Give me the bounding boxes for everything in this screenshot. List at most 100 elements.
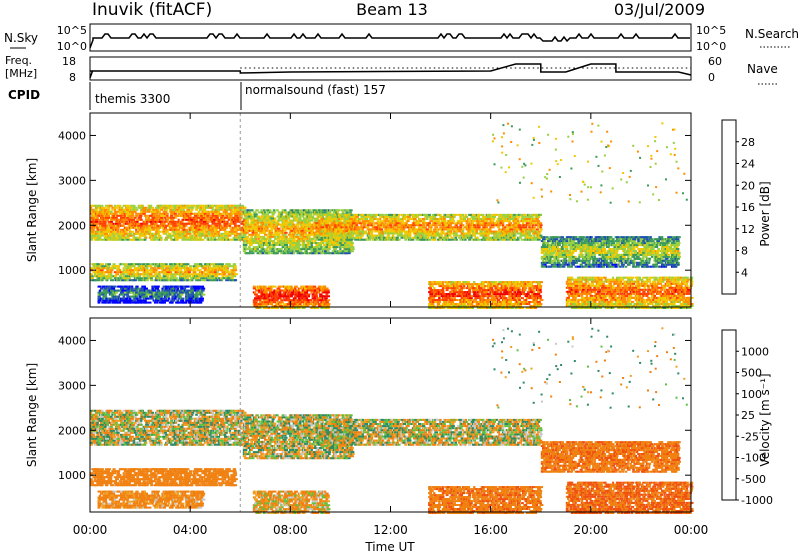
- power-cell: [149, 237, 151, 239]
- power-cell: [293, 238, 295, 240]
- power-cell: [379, 220, 381, 222]
- power-cell: [332, 218, 334, 220]
- power-cell: [273, 224, 276, 226]
- power-cell: [248, 211, 252, 213]
- power-cell: [115, 275, 117, 277]
- power-cell: [363, 224, 366, 226]
- power-cell: [205, 277, 207, 279]
- power-cell: [290, 291, 294, 293]
- power-cell: [146, 275, 148, 277]
- power-cell: [178, 302, 181, 304]
- power-cell: [396, 214, 399, 216]
- power-cell: [168, 298, 171, 300]
- power-cell: [181, 290, 184, 292]
- power-cell: [183, 209, 185, 211]
- power-cell: [136, 302, 139, 304]
- power-cell: [371, 231, 374, 233]
- power-cell: [310, 291, 312, 293]
- nsearch-tick-low: 10^0: [696, 40, 726, 53]
- power-cell: [178, 290, 181, 292]
- power-cell: [302, 216, 305, 218]
- power-cell: [309, 213, 312, 215]
- power-cell: [118, 296, 121, 298]
- power-cell: [146, 269, 148, 271]
- power-cell: [184, 235, 188, 237]
- power-cell: [193, 269, 196, 271]
- power-cell: [275, 290, 278, 292]
- power-cell: [113, 298, 115, 300]
- power-cell: [290, 228, 292, 230]
- power-cell: [139, 298, 142, 300]
- power-cell: [234, 225, 237, 227]
- power-cell: [125, 275, 129, 277]
- power-cell: [193, 271, 197, 273]
- power-cell: [131, 271, 135, 273]
- power-cell: [387, 228, 390, 230]
- nsky-tick-low: 10^0: [57, 40, 87, 53]
- power-cell: [180, 294, 183, 296]
- power-cell: [307, 293, 311, 295]
- power-cell: [227, 267, 229, 269]
- power-cell: [217, 217, 219, 219]
- power-cell: [176, 288, 179, 290]
- power-cell: [113, 288, 116, 290]
- power-cell: [299, 216, 301, 218]
- power-cell: [371, 233, 374, 235]
- power-cell: [217, 231, 221, 233]
- power-cell: [324, 214, 327, 216]
- power-cell: [214, 237, 216, 239]
- power-cell: [145, 302, 147, 304]
- power-cell: [305, 291, 307, 293]
- power-cell: [322, 209, 325, 211]
- power-cell: [288, 238, 290, 240]
- power-cell: [171, 277, 175, 279]
- power-cell: [98, 233, 101, 235]
- power-cell: [234, 273, 238, 275]
- power-cell: [234, 265, 237, 267]
- power-cell: [366, 222, 369, 224]
- power-cell: [166, 219, 169, 221]
- power-cell: [314, 288, 317, 290]
- power-cell: [181, 288, 184, 290]
- power-cell: [262, 240, 264, 242]
- power-cell: [234, 227, 237, 229]
- power-cell: [200, 263, 202, 265]
- power-cell: [103, 300, 106, 302]
- power-cell: [227, 223, 229, 225]
- power-cell: [148, 227, 152, 229]
- power-cell: [230, 229, 234, 231]
- power-cell: [184, 288, 186, 290]
- power-cell: [218, 263, 221, 265]
- power-cell: [373, 216, 377, 218]
- power-cell: [358, 231, 362, 233]
- power-cell: [133, 300, 136, 302]
- power-cell: [259, 299, 262, 301]
- power-cell: [113, 279, 115, 281]
- power-cell: [239, 219, 242, 221]
- power-cell: [280, 250, 282, 252]
- power-cell: [282, 293, 285, 295]
- power-cell: [140, 215, 142, 217]
- power-cell: [279, 303, 282, 305]
- date-title: 03/Jul/2009: [614, 0, 705, 19]
- power-cell: [347, 222, 349, 224]
- power-cell: [292, 240, 296, 242]
- power-cell: [96, 219, 98, 221]
- power-cell: [123, 221, 126, 223]
- power-cell: [144, 239, 147, 241]
- power-cell: [186, 277, 189, 279]
- power-cell: [119, 302, 121, 304]
- power-cell: [158, 233, 160, 235]
- power-cell: [145, 288, 148, 290]
- power-cell: [349, 237, 352, 239]
- power-cell: [263, 286, 267, 288]
- power-cell: [360, 216, 363, 218]
- power-cell: [253, 218, 255, 220]
- power-cell: [196, 267, 198, 269]
- power-cell: [244, 244, 247, 246]
- power-cell: [222, 209, 224, 211]
- power-cell: [125, 221, 128, 223]
- power-cell: [254, 299, 257, 301]
- power-cell: [195, 215, 198, 217]
- power-cell: [274, 228, 276, 230]
